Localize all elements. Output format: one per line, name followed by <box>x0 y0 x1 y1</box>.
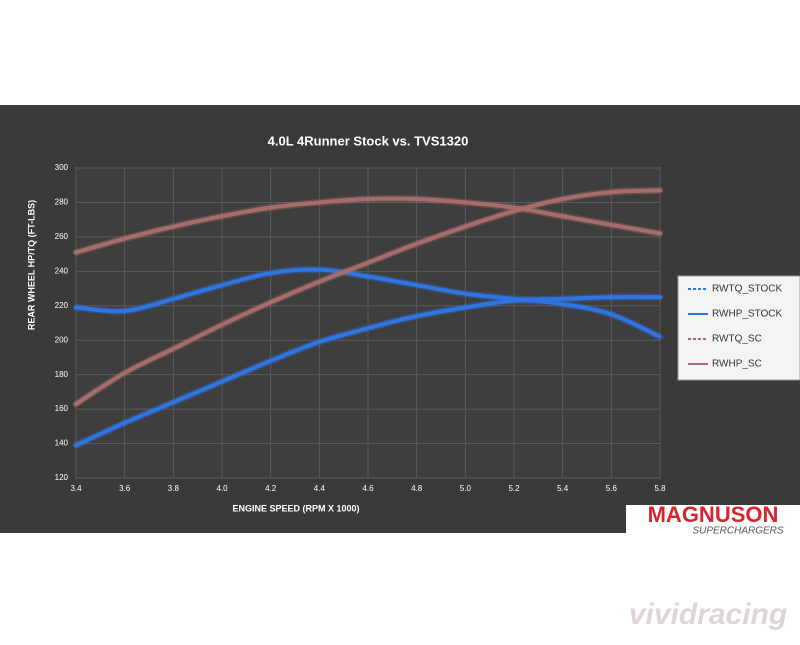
series-line <box>74 196 662 255</box>
series-line <box>74 267 662 339</box>
x-tick-label: 4.2 <box>265 484 277 493</box>
x-axis-label: ENGINE SPEED (RPM X 1000) <box>232 503 359 513</box>
y-tick-label: 160 <box>55 404 69 413</box>
legend-label: RWHP_SC <box>712 359 762 370</box>
y-axis-label: REAR WHEEL HP/TQ (FT-LBS) <box>26 200 36 330</box>
legend-label: RWTQ_SC <box>712 334 762 345</box>
y-tick-label: 240 <box>55 266 69 275</box>
x-tick-label: 5.6 <box>606 484 618 493</box>
logo-tagline: SUPERCHARGERS <box>692 526 783 537</box>
x-tick-label: 3.8 <box>168 484 180 493</box>
y-tick-label: 140 <box>55 439 69 448</box>
x-tick-label: 4.4 <box>314 484 326 493</box>
legend-label: RWTQ_STOCK <box>712 284 783 295</box>
x-tick-label: 4.0 <box>216 484 228 493</box>
x-tick-label: 3.6 <box>119 484 131 493</box>
x-tick-label: 5.8 <box>654 484 666 493</box>
logo-box <box>626 505 800 533</box>
x-tick-label: 5.4 <box>557 484 569 493</box>
legend-label: RWHP_STOCK <box>712 309 783 320</box>
series-line <box>74 188 662 406</box>
y-tick-label: 180 <box>55 370 69 379</box>
logo: MAGNUSON <box>648 502 779 527</box>
y-tick-label: 220 <box>55 301 69 310</box>
y-tick-label: 120 <box>55 473 69 482</box>
series-line <box>74 295 662 448</box>
x-tick-label: 4.8 <box>411 484 423 493</box>
y-tick-label: 280 <box>55 198 69 207</box>
legend <box>677 275 800 381</box>
x-tick-label: 4.6 <box>362 484 374 493</box>
chart-title: 4.0L 4Runner Stock vs. TVS1320 <box>268 133 469 148</box>
x-tick-label: 5.0 <box>460 484 472 493</box>
y-tick-label: 260 <box>55 232 69 241</box>
y-tick-label: 200 <box>55 335 69 344</box>
y-tick-label: 300 <box>55 163 69 172</box>
x-tick-label: 3.4 <box>70 484 82 493</box>
watermark: vividracing <box>629 598 787 631</box>
x-tick-label: 5.2 <box>508 484 520 493</box>
